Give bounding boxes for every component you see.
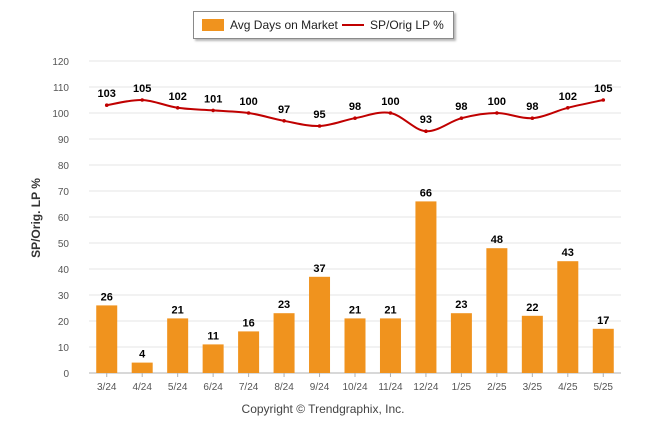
- x-tick-label: 4/25: [558, 382, 578, 393]
- line-point: [424, 129, 428, 133]
- line-point: [211, 108, 215, 113]
- x-tick-label: 8/24: [274, 382, 294, 393]
- x-tick-label: 3/25: [523, 382, 543, 393]
- bar: [167, 318, 189, 373]
- bar: [486, 248, 508, 373]
- bar-value-label: 16: [242, 317, 254, 329]
- line-point: [140, 98, 144, 102]
- line-point: [175, 106, 180, 110]
- y-tick-label: 70: [58, 187, 70, 198]
- x-tick-label: 5/25: [594, 382, 614, 393]
- bar: [131, 362, 153, 373]
- y-tick-label: 110: [53, 83, 69, 94]
- y-tick-label: 90: [58, 135, 70, 146]
- legend: Avg Days on Market SP/Orig LP %: [193, 11, 454, 39]
- bar-value-label: 37: [313, 263, 325, 275]
- x-tick-label: 10/24: [342, 382, 367, 393]
- y-tick-label: 100: [52, 109, 69, 120]
- y-tick-label: 10: [58, 343, 70, 354]
- line-value-label: 100: [381, 96, 399, 108]
- legend-label-sp-orig-lp: SP/Orig LP %: [370, 18, 444, 32]
- legend-item-days-on-market: Avg Days on Market: [202, 12, 338, 38]
- line-point: [246, 111, 251, 115]
- bar: [557, 261, 579, 373]
- copyright-text: Copyright © Trendgraphix, Inc.: [241, 402, 405, 416]
- bar-value-label: 26: [101, 291, 113, 303]
- line-value-label: 98: [349, 101, 361, 113]
- x-tick-label: 6/24: [203, 382, 223, 393]
- y-tick-label: 0: [63, 369, 69, 380]
- line-value-label: 105: [594, 83, 612, 95]
- bar: [309, 276, 331, 373]
- line-value-label: 100: [239, 96, 257, 108]
- y-tick-label: 60: [58, 213, 70, 224]
- line-point: [459, 116, 464, 120]
- y-tick-label: 50: [58, 239, 70, 250]
- bar-value-label: 21: [172, 304, 184, 316]
- bar: [273, 313, 295, 373]
- line-point: [104, 103, 109, 107]
- line-value-label: 95: [313, 109, 325, 121]
- y-tick-label: 80: [58, 161, 70, 172]
- line-value-label: 93: [420, 114, 432, 126]
- bar: [96, 305, 118, 373]
- line-point: [282, 119, 286, 123]
- bar: [450, 313, 472, 373]
- legend-line-swatch: [342, 24, 364, 26]
- line-point: [353, 116, 357, 120]
- bar-value-label: 22: [526, 302, 538, 314]
- x-tick-label: 4/24: [132, 382, 152, 393]
- bar: [344, 318, 366, 373]
- line-value-label: 98: [526, 101, 538, 113]
- line-value-label: 103: [98, 88, 116, 100]
- legend-bar-swatch: [202, 19, 224, 31]
- y-tick-label: 20: [58, 317, 70, 328]
- x-tick-label: 2/25: [487, 382, 507, 393]
- line-point: [388, 111, 393, 115]
- bar: [238, 331, 260, 373]
- x-tick-label: 11/24: [378, 382, 403, 393]
- y-tick-label: 40: [58, 265, 70, 276]
- y-tick-label: 120: [52, 57, 69, 68]
- y-axis-label: SP/Orig. LP %: [29, 178, 43, 258]
- bar-value-label: 21: [349, 304, 361, 316]
- x-tick-label: 1/25: [452, 382, 472, 393]
- line-point: [495, 111, 499, 115]
- bar-value-label: 23: [455, 299, 467, 311]
- bar: [592, 328, 614, 373]
- x-tick-label: 9/24: [310, 382, 330, 393]
- bar: [415, 201, 437, 373]
- bar-value-label: 17: [597, 315, 609, 327]
- bar: [202, 344, 224, 373]
- line-point: [601, 98, 606, 102]
- line-value-label: 98: [455, 101, 467, 113]
- bar-value-label: 21: [384, 304, 396, 316]
- line-point: [530, 116, 535, 120]
- x-tick-label: 7/24: [239, 382, 259, 393]
- legend-label-days-on-market: Avg Days on Market: [230, 18, 338, 32]
- legend-item-sp-orig-lp: SP/Orig LP %: [342, 12, 444, 38]
- bar-value-label: 23: [278, 299, 290, 311]
- bar-value-label: 43: [562, 247, 574, 259]
- line-value-label: 101: [204, 93, 222, 105]
- bar-value-label: 48: [491, 234, 503, 246]
- line-value-label: 97: [278, 104, 290, 116]
- x-tick-label: 12/24: [413, 382, 438, 393]
- bar-value-label: 66: [420, 187, 432, 199]
- line-value-label: 105: [133, 83, 151, 95]
- line-value-label: 102: [559, 91, 577, 103]
- y-tick-label: 30: [58, 291, 70, 302]
- line-point: [317, 124, 322, 128]
- line-value-label: 102: [168, 91, 186, 103]
- bar-value-label: 4: [139, 349, 146, 361]
- x-tick-label: 3/24: [97, 382, 117, 393]
- bar: [379, 318, 401, 373]
- line-value-label: 100: [488, 96, 506, 108]
- x-tick-label: 5/24: [168, 382, 188, 393]
- line-point: [566, 106, 570, 110]
- bar-value-label: 11: [207, 330, 219, 342]
- bar: [521, 315, 543, 373]
